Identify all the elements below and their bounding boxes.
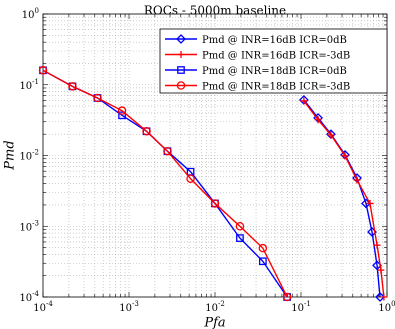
marker (300, 97, 308, 105)
x-tick-label: 10-3 (119, 300, 139, 314)
marker (177, 66, 185, 74)
marker (380, 293, 388, 301)
y-axis-label: Pmd (3, 140, 18, 170)
y-tick-label: 10-2 (19, 149, 39, 163)
series (38, 66, 292, 302)
marker (117, 106, 127, 115)
marker (38, 66, 48, 75)
marker (282, 292, 292, 302)
marker (373, 241, 381, 249)
marker (142, 127, 151, 136)
legend: Pmd @ INR=16dB ICR=0dB Pmd @ INR=16dB ICR… (159, 28, 388, 94)
x-tick-label: 10-4 (33, 300, 53, 314)
marker (258, 243, 268, 253)
marker (314, 116, 322, 124)
marker (176, 81, 186, 90)
marker (118, 111, 126, 120)
legend-label: Pmd @ INR=18dB ICR=0dB (202, 66, 347, 77)
marker (327, 131, 335, 139)
series (300, 97, 388, 301)
marker (258, 257, 267, 266)
x-tick-label: 10-2 (205, 300, 225, 314)
marker (210, 199, 220, 208)
y-tick-label: 100 (22, 7, 39, 21)
x-axis-label: Pfa (203, 316, 225, 329)
legend-label: Pmd @ INR=18dB ICR=-3dB (202, 82, 350, 93)
legend-label: Pmd @ INR=16dB ICR=0dB (202, 35, 347, 46)
marker (177, 51, 185, 58)
marker (186, 174, 195, 183)
series-line (42, 69, 288, 298)
marker (235, 221, 245, 231)
y-tick-label: 10-1 (19, 78, 39, 92)
legend-label: Pmd @ INR=16dB ICR=-3dB (202, 51, 350, 62)
y-tick-label: 10-4 (19, 290, 39, 304)
marker (377, 266, 385, 274)
y-tick-label: 10-3 (19, 219, 39, 233)
marker (353, 176, 361, 184)
marker (163, 146, 172, 156)
marker (236, 234, 244, 242)
legend-box (159, 28, 388, 94)
marker (93, 93, 102, 103)
marker (341, 152, 349, 160)
x-tick-label: 10-1 (291, 300, 311, 314)
marker (366, 199, 374, 207)
marker (68, 82, 77, 91)
marker (375, 292, 385, 302)
plot-frame (42, 13, 388, 298)
marker (176, 34, 186, 44)
x-tick-label: 100 (378, 300, 395, 314)
